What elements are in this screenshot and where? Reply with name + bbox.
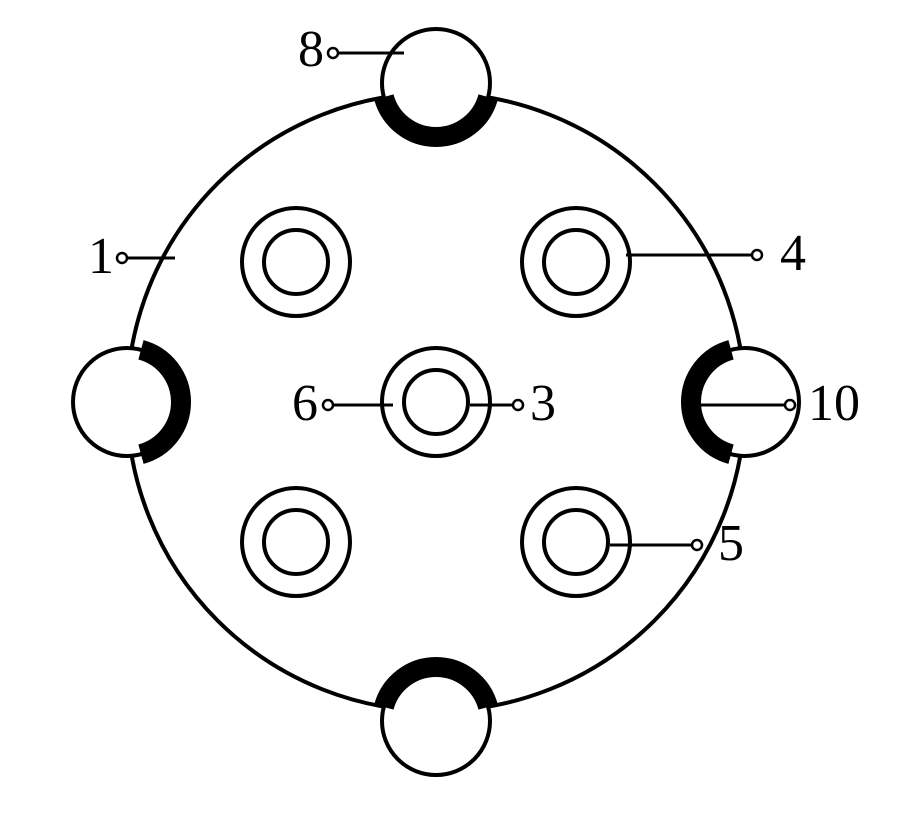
label-l4: 4 <box>780 225 806 282</box>
leader-l1-dot <box>117 253 127 263</box>
leader-l8-dot <box>328 48 338 58</box>
label-l6: 6 <box>292 375 318 432</box>
leader-l4-dot <box>752 250 762 260</box>
label-l3: 3 <box>530 375 556 432</box>
label-l1: 1 <box>88 228 114 285</box>
leader-l6-dot <box>323 400 333 410</box>
leader-l3-dot <box>513 400 523 410</box>
label-l5: 5 <box>718 515 744 572</box>
label-l8: 8 <box>298 21 324 78</box>
label-l10: 10 <box>808 375 860 432</box>
leader-l5-dot <box>692 540 702 550</box>
leader-l10-dot <box>785 400 795 410</box>
diagram-svg: 8 4 1 10 3 6 5 <box>0 0 918 813</box>
